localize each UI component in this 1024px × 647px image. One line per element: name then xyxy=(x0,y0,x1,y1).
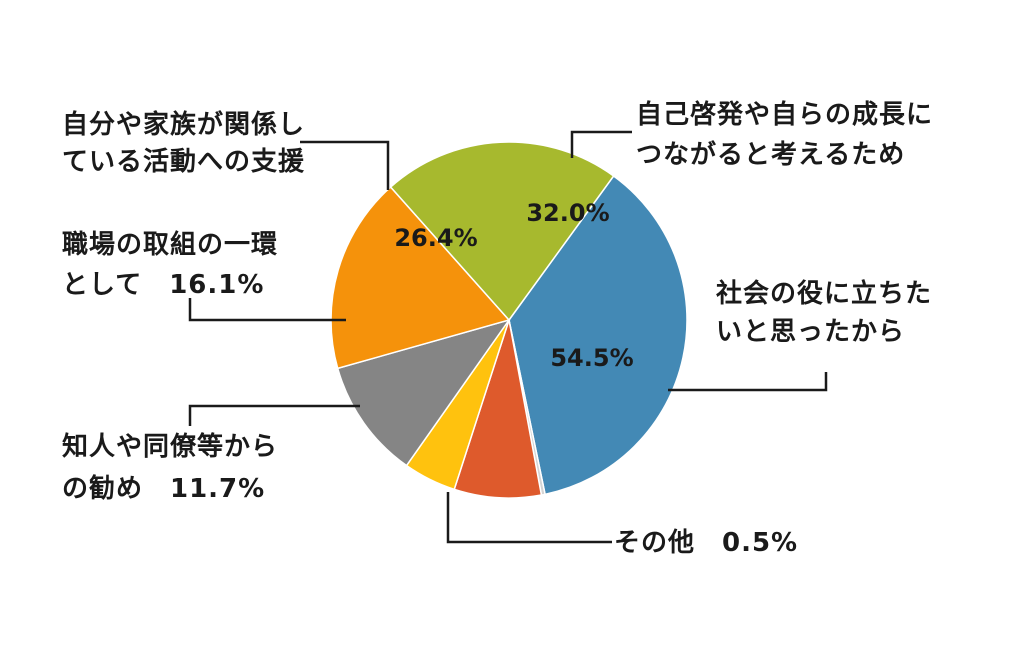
category-label-growth-line2: つながると考えるため xyxy=(636,139,905,170)
category-label-recommend-line2: の勧め 11.7% xyxy=(62,473,265,504)
leader-line-family xyxy=(300,140,390,190)
outer-labels-layer: 自分や家族が関係し ている活動への支援 自己啓発や自らの成長に つながると考える… xyxy=(62,99,933,558)
category-label-workplace-line1: 職場の取組の一環 xyxy=(62,229,278,260)
leader-line-contribute xyxy=(668,372,828,392)
category-label-recommend-line1: 知人や同僚等から xyxy=(62,431,278,462)
pie-slice-growth xyxy=(389,141,615,322)
category-label-workplace-line2: として 16.1% xyxy=(62,270,264,300)
category-label-others: その他 0.5% xyxy=(614,528,798,558)
pie-slice-family xyxy=(330,185,511,370)
category-label-family-line1: 自分や家族が関係し xyxy=(62,109,305,140)
pie-slice-contribute xyxy=(508,174,688,496)
category-label-contribute-line2: いと思ったから xyxy=(716,317,905,347)
inner-label-growth: 32.0% xyxy=(526,199,609,227)
inner-labels-layer: 32.0% 26.4% 54.5% xyxy=(394,199,633,372)
inner-label-family: 26.4% xyxy=(394,224,477,252)
category-label-contribute-line1: 社会の役に立ちた xyxy=(716,278,932,309)
category-label-family-line2: ている活動への支援 xyxy=(62,147,305,177)
slices-layer xyxy=(330,141,688,499)
category-label-growth-line1: 自己啓発や自らの成長に xyxy=(636,99,933,130)
leader-line-growth xyxy=(570,130,632,158)
leader-line-others xyxy=(446,492,612,544)
inner-label-contribute: 54.5% xyxy=(550,344,633,372)
leader-line-workplace xyxy=(188,298,346,322)
leaders-layer xyxy=(188,130,828,544)
leader-line-recommend xyxy=(188,404,360,426)
